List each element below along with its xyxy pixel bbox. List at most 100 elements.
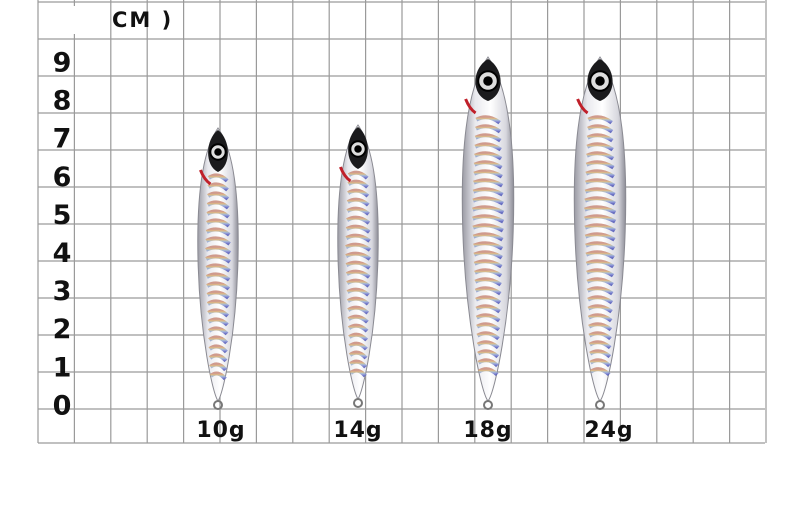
lure-scale — [474, 142, 502, 152]
lure-scale — [208, 353, 228, 363]
scale-label: 8 — [53, 86, 72, 117]
lure-scale — [346, 296, 370, 306]
lure-scale — [473, 241, 504, 251]
lure-scale — [208, 344, 228, 354]
lure-scale — [588, 331, 612, 341]
lure-pupil — [354, 145, 362, 153]
lure-scale — [347, 305, 370, 315]
lure-scale — [207, 182, 229, 192]
lure-scale — [205, 263, 231, 273]
lure-scale — [472, 205, 505, 215]
lure-scale — [473, 169, 503, 179]
lure-scale — [472, 196, 504, 206]
lure-pupil — [214, 148, 222, 156]
lure-scale — [207, 191, 230, 201]
lure-scale — [472, 232, 504, 242]
lure-scale — [476, 340, 500, 350]
lure-scale — [587, 295, 614, 305]
lure-gill — [199, 169, 212, 186]
scale-labels: 9 8 7 6 5 4 3 2 1 0 — [53, 48, 72, 422]
lure-scale — [586, 277, 614, 287]
lure-scale — [348, 350, 368, 360]
lure-gill — [464, 98, 477, 115]
lure-gill — [339, 166, 352, 183]
lure-scale — [474, 286, 502, 296]
lure-scale — [209, 371, 227, 381]
scale-label: 3 — [53, 276, 72, 307]
weight-label: 10g — [196, 418, 245, 443]
lure-scale — [474, 151, 503, 161]
lure-scale — [584, 205, 617, 215]
lure-scale — [347, 170, 369, 180]
scale-label: 7 — [53, 124, 72, 155]
lure-scale — [345, 251, 372, 261]
lure-scale — [349, 359, 368, 369]
lure-pupil — [595, 76, 605, 86]
scale-label: 4 — [53, 238, 72, 269]
measure-grid — [37, 0, 767, 444]
lure-scale — [209, 362, 228, 372]
lure-scale — [585, 178, 616, 188]
lure-scale — [586, 268, 615, 278]
lure-scale — [472, 223, 504, 233]
lure-scale — [206, 200, 230, 210]
lure-scale — [475, 115, 501, 125]
lure-scale — [473, 259, 503, 269]
lure-scale — [348, 332, 369, 342]
scale-label: 0 — [53, 390, 72, 421]
lure-scale — [476, 322, 501, 332]
lure-ring — [213, 400, 223, 410]
lure-scale — [345, 260, 371, 270]
lure-scale — [586, 142, 614, 152]
lure-scale — [473, 178, 504, 188]
lure-gill — [576, 98, 589, 115]
lure-ring — [595, 400, 605, 410]
lure-scale — [207, 308, 230, 318]
lure-scale — [345, 233, 371, 243]
lure-scale — [587, 304, 613, 314]
lure — [461, 56, 515, 410]
weight-label: 14g — [333, 418, 382, 443]
lure-scale — [472, 187, 504, 197]
lure-scale — [586, 133, 614, 143]
lure-scale — [207, 317, 229, 327]
lure-scale — [584, 232, 616, 242]
scale-label: 9 — [53, 48, 72, 79]
lure-scale — [476, 331, 500, 341]
lure — [573, 56, 627, 410]
lure-scale — [208, 335, 229, 345]
scale-label: 2 — [53, 314, 72, 345]
lure-scale — [205, 254, 232, 264]
label-patch — [48, 6, 110, 34]
lure — [337, 124, 379, 408]
lure-scale — [206, 281, 231, 291]
lure-scale — [206, 299, 230, 309]
lure-scale — [472, 214, 505, 224]
lure-scale — [206, 290, 230, 300]
lure-scale — [585, 250, 615, 260]
lure-scale — [585, 160, 615, 170]
lures: 10g 14g 18g 24g — [196, 56, 633, 443]
lure-scale — [584, 214, 617, 224]
lure-scale — [205, 227, 231, 237]
scale-label: 6 — [53, 162, 72, 193]
lure-pupil — [483, 76, 493, 86]
lure-scale — [205, 272, 231, 282]
lure-scale — [587, 313, 613, 323]
weight-label: 18g — [463, 418, 512, 443]
lure-scale — [346, 206, 370, 216]
unit-label: CM ) — [112, 8, 173, 32]
lure-scale — [475, 313, 501, 323]
lure-scale — [584, 187, 616, 197]
lure-scale — [473, 250, 503, 260]
lure-scale — [584, 223, 616, 233]
lure-scale — [345, 242, 372, 252]
lure-scale — [587, 124, 614, 134]
lure-scale — [346, 278, 371, 288]
lure-scale — [205, 245, 232, 255]
lure-scale — [206, 218, 231, 228]
lure-scale — [347, 188, 370, 198]
lure-scale — [474, 133, 502, 143]
weight-label: 24g — [584, 418, 633, 443]
